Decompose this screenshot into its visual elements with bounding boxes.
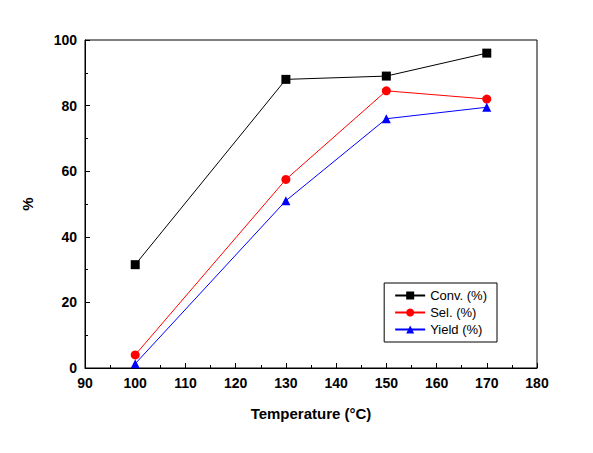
svg-text:Yield (%): Yield (%) — [430, 322, 482, 337]
svg-text:120: 120 — [224, 375, 248, 391]
svg-text:150: 150 — [375, 375, 399, 391]
svg-text:160: 160 — [425, 375, 449, 391]
svg-text:20: 20 — [61, 294, 77, 310]
svg-text:140: 140 — [324, 375, 348, 391]
svg-text:80: 80 — [61, 98, 77, 114]
svg-text:110: 110 — [174, 375, 197, 391]
svg-text:%: % — [19, 197, 36, 210]
svg-text:0: 0 — [69, 360, 77, 376]
svg-text:130: 130 — [274, 375, 298, 391]
svg-text:Conv. (%): Conv. (%) — [430, 288, 487, 303]
svg-text:180: 180 — [525, 375, 549, 391]
svg-text:90: 90 — [77, 375, 93, 391]
svg-text:40: 40 — [61, 229, 77, 245]
svg-text:100: 100 — [124, 375, 148, 391]
svg-text:100: 100 — [54, 32, 78, 48]
svg-text:Temperature (°C): Temperature (°C) — [251, 405, 372, 422]
svg-text:170: 170 — [475, 375, 499, 391]
svg-text:Sel. (%): Sel. (%) — [430, 305, 476, 320]
svg-text:60: 60 — [61, 163, 77, 179]
